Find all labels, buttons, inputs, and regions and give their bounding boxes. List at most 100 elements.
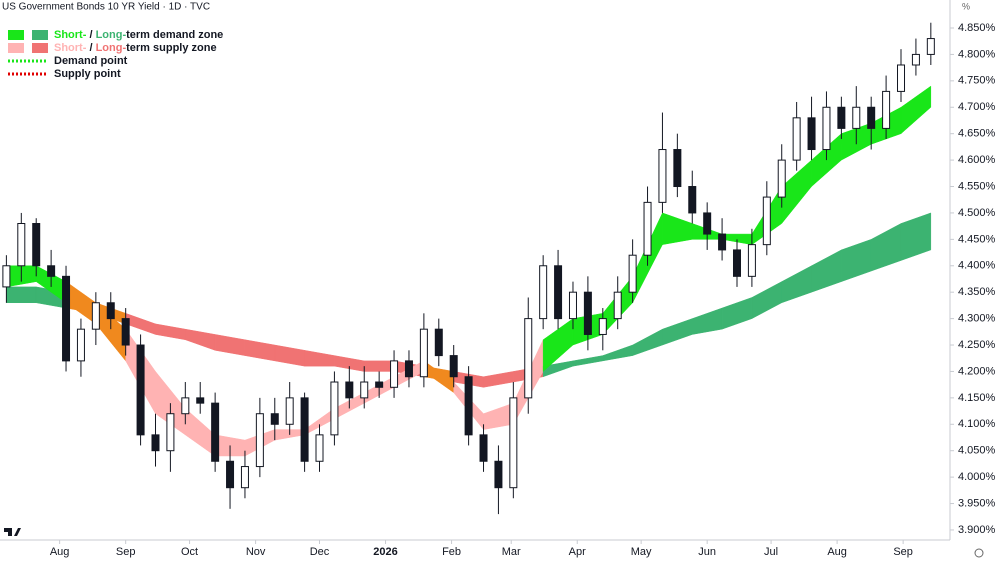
candle-body <box>539 265 548 320</box>
candle-body <box>434 328 443 357</box>
chart-title: US Government Bonds 10 YR Yield · 1D · T… <box>2 2 210 13</box>
long-term-zone <box>6 286 37 304</box>
candle-body <box>703 212 712 235</box>
candle-body <box>240 466 249 489</box>
y-tick-label: 4.800% <box>958 48 996 60</box>
legend-text: term demand zone <box>126 29 223 41</box>
candle-body <box>121 318 130 346</box>
y-tick-label: 4.000% <box>958 471 996 483</box>
candle-body <box>151 434 160 452</box>
x-tick-label: Aug <box>827 546 847 558</box>
candle-body <box>330 381 339 436</box>
candle-body <box>315 434 324 462</box>
candle-body <box>62 275 71 362</box>
x-tick-label: 2026 <box>373 546 397 558</box>
candle-body <box>658 149 667 203</box>
candle-body <box>837 106 846 129</box>
y-tick-label: 4.300% <box>958 313 996 325</box>
short-term-zone <box>900 85 932 135</box>
candle-body <box>479 434 488 462</box>
y-tick-label: 4.750% <box>958 75 996 87</box>
y-tick-label: 4.400% <box>958 260 996 272</box>
x-tick-label: Mar <box>502 546 521 558</box>
candle-body <box>583 291 592 335</box>
legend-text: term supply zone <box>126 42 216 54</box>
y-tick-label: 4.100% <box>958 418 996 430</box>
candle-body <box>360 381 369 399</box>
legend-text: Short- <box>54 29 87 41</box>
candle-body <box>390 360 399 388</box>
y-tick-label: 4.550% <box>958 180 996 192</box>
legend-text: Long- <box>96 29 127 41</box>
x-tick-label: Jun <box>698 546 716 558</box>
x-tick-label: Dec <box>310 546 330 558</box>
y-tick-label: 4.650% <box>958 128 996 140</box>
candle-body <box>270 413 279 425</box>
candle-body <box>166 413 175 452</box>
candle-body <box>47 265 56 277</box>
legend-swatch <box>32 30 48 40</box>
candle-body <box>792 117 801 161</box>
y-tick-label: 4.050% <box>958 445 996 457</box>
y-tick-label: 3.950% <box>958 497 996 509</box>
candle-body <box>762 196 771 246</box>
candle-body <box>464 376 473 436</box>
candle-body <box>419 328 428 378</box>
legend-label: Supply point <box>54 68 121 80</box>
legend-label: Short- / Long-term supply zone <box>54 42 217 54</box>
candle-body <box>628 254 637 293</box>
x-tick-label: Nov <box>246 546 266 558</box>
candle-body <box>867 106 876 129</box>
candle-body <box>2 265 11 288</box>
legend-label: Short- / Long-term demand zone <box>54 29 223 41</box>
candle-body <box>822 106 831 151</box>
candle-body <box>106 302 115 320</box>
candle-body <box>777 159 786 198</box>
long-term-zone <box>363 360 395 372</box>
legend-swatch <box>32 43 48 53</box>
legend-text: Short- <box>54 42 87 54</box>
candles <box>2 22 935 515</box>
candle-body <box>568 291 577 320</box>
candle-body <box>732 249 741 277</box>
legend-text: / <box>86 29 95 41</box>
candle-body <box>688 186 697 214</box>
candle-body <box>255 413 264 468</box>
x-tick-label: Apr <box>569 546 586 558</box>
candle-body <box>643 201 652 256</box>
candle-body <box>211 402 220 462</box>
x-tick-label: Oct <box>181 546 198 558</box>
candle-body <box>285 397 294 425</box>
candle-body <box>196 397 205 404</box>
x-tick-label: May <box>631 546 652 558</box>
legend-text: Supply point <box>54 68 121 80</box>
candle-body <box>613 291 622 320</box>
candle-body <box>673 149 682 188</box>
y-tick-label: 4.700% <box>958 101 996 113</box>
legend-swatch <box>8 43 24 53</box>
y-tick-label: 4.450% <box>958 233 996 245</box>
candle-body <box>345 381 354 399</box>
x-tick-label: Aug <box>50 546 70 558</box>
settings-icon[interactable] <box>974 548 984 558</box>
candle-body <box>449 355 458 378</box>
y-tick-label: 4.500% <box>958 207 996 219</box>
candle-body <box>882 90 891 129</box>
candle-body <box>181 397 190 415</box>
candle-body <box>524 318 533 399</box>
legend-label: Demand point <box>54 55 128 67</box>
legend-swatch <box>8 30 24 40</box>
x-tick-label: Sep <box>116 546 136 558</box>
tv-logo <box>4 528 21 536</box>
legend-text: Demand point <box>54 55 128 67</box>
candle-body <box>807 117 816 151</box>
candle-body <box>404 360 413 378</box>
candle-body <box>598 318 607 335</box>
y-tick-label: 4.850% <box>958 22 996 34</box>
legend-text: Long- <box>96 42 127 54</box>
candle-body <box>91 302 100 330</box>
x-tick-label: Jul <box>764 546 778 558</box>
candle-body <box>17 223 26 267</box>
candle-body <box>509 397 518 489</box>
